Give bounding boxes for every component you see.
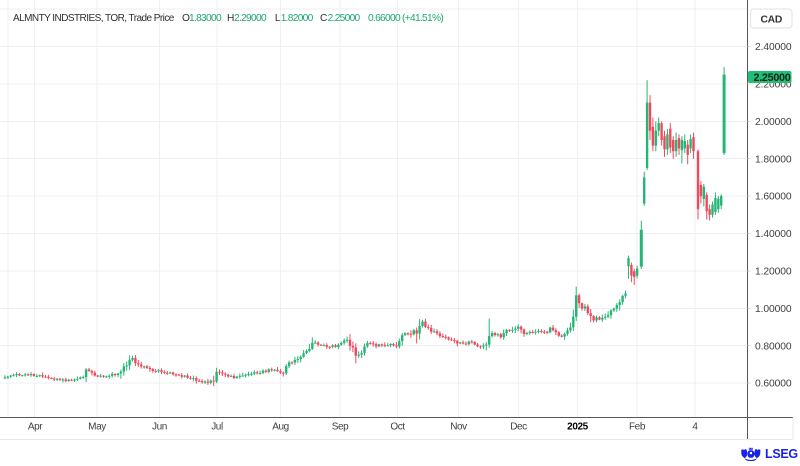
svg-text:CAD: CAD [760, 14, 782, 25]
svg-text:1.60000: 1.60000 [755, 192, 792, 203]
svg-text:H: H [227, 13, 234, 24]
svg-text:Jul: Jul [211, 422, 223, 433]
svg-text:2.25000: 2.25000 [328, 13, 361, 24]
svg-text:Dec: Dec [510, 422, 527, 433]
svg-text:2.29000: 2.29000 [234, 13, 267, 24]
svg-text:May: May [88, 422, 106, 433]
svg-text:2.25000: 2.25000 [754, 72, 791, 84]
svg-text:O: O [182, 13, 190, 24]
svg-text:Feb: Feb [629, 422, 646, 433]
svg-text:1.00000: 1.00000 [755, 304, 792, 315]
svg-text:Apr: Apr [28, 422, 43, 433]
svg-text:1.20000: 1.20000 [755, 267, 792, 278]
svg-text:C: C [320, 13, 327, 24]
svg-text:Sep: Sep [332, 422, 349, 433]
svg-text:2025: 2025 [567, 422, 588, 433]
svg-text:ALMNTY INDSTRIES, TOR, Trade P: ALMNTY INDSTRIES, TOR, Trade Price [13, 13, 175, 24]
svg-text:L: L [275, 13, 281, 24]
svg-text:Oct: Oct [390, 422, 405, 433]
svg-text:Nov: Nov [450, 422, 467, 433]
svg-text:1.40000: 1.40000 [755, 229, 792, 240]
svg-text:2.00000: 2.00000 [755, 117, 792, 128]
svg-text:LSEG: LSEG [765, 447, 798, 461]
svg-text:1.80000: 1.80000 [755, 154, 792, 165]
svg-text:2.20000: 2.20000 [755, 80, 792, 91]
svg-text:1.83000: 1.83000 [189, 13, 222, 24]
svg-text:2.40000: 2.40000 [755, 42, 792, 53]
svg-text:Aug: Aug [272, 422, 289, 433]
svg-text:0.60000: 0.60000 [755, 379, 792, 390]
svg-text:0.66000 (+41.51%): 0.66000 (+41.51%) [368, 13, 443, 24]
svg-text:0.80000: 0.80000 [755, 341, 792, 352]
svg-text:4: 4 [692, 422, 698, 433]
svg-text:1.82000: 1.82000 [281, 13, 314, 24]
svg-text:Jun: Jun [152, 422, 167, 433]
